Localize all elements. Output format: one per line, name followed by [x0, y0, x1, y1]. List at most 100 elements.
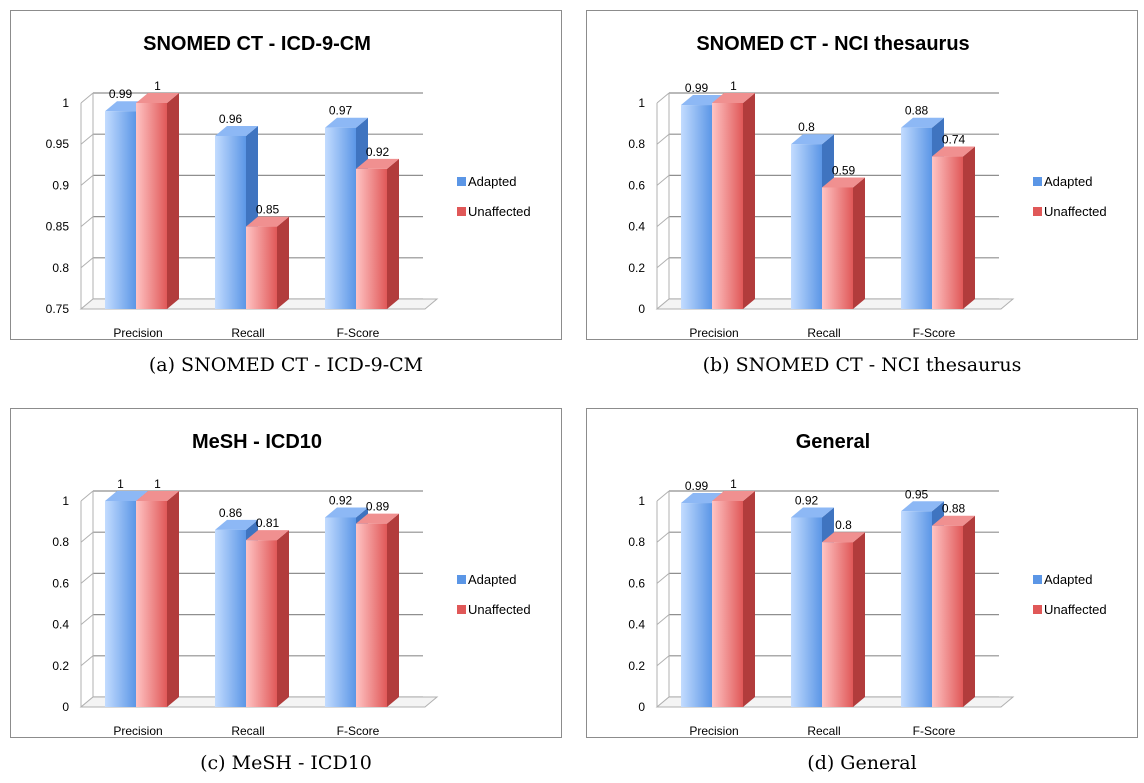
bar-side — [853, 532, 865, 707]
y-tick-label: 0.2 — [628, 659, 645, 673]
bar-front — [136, 501, 167, 707]
bar-side — [743, 93, 755, 309]
bars — [681, 491, 975, 707]
chart-title: MeSH - ICD10 — [192, 431, 322, 453]
legend: Adapted Unaffected — [457, 572, 531, 617]
gridline-connector — [656, 92, 670, 104]
chart-title: SNOMED CT - NCI thesaurus — [696, 33, 969, 55]
bar-front — [325, 127, 356, 309]
panel-d: General 0 0.2 0.4 0.6 0.8 1 0.99 1 Precision 0.92 0… — [586, 408, 1138, 774]
legend-label: Adapted — [468, 572, 516, 587]
data-label: 0.99 — [109, 87, 133, 101]
bar-top — [356, 513, 399, 524]
gridline-connector — [80, 216, 94, 227]
bar-front — [712, 501, 743, 707]
x-category-label: F-Score — [337, 724, 380, 738]
gridline-connector — [656, 133, 670, 145]
legend-label: Unaffected — [1044, 204, 1107, 219]
bar-front — [215, 529, 246, 707]
bar-top — [932, 146, 975, 157]
legend-label: Adapted — [1044, 174, 1092, 189]
legend: Adapted Unaffected — [457, 174, 531, 219]
bar-top — [325, 117, 368, 128]
legend-swatch — [1033, 177, 1042, 186]
bar-top — [105, 491, 148, 501]
bar-chart: General 0 0.2 0.4 0.6 0.8 1 0.99 1 Precision 0.92 0… — [628, 431, 1106, 738]
gridline-connector — [656, 490, 670, 502]
data-label: 0.99 — [685, 81, 709, 95]
x-category-label: Recall — [231, 326, 264, 340]
data-label: 1 — [154, 477, 161, 491]
data-label: 1 — [730, 477, 737, 491]
bar-top — [901, 117, 944, 128]
bar-chart: SNOMED CT - NCI thesaurus 0 0.2 0.4 0.6 0.8 1 0… — [628, 33, 1107, 340]
data-label: 0.88 — [942, 502, 966, 516]
bar-unaffected — [712, 491, 755, 707]
bar-front — [105, 501, 136, 707]
y-tick-label: 0.4 — [628, 220, 645, 234]
bar-front — [822, 542, 853, 707]
data-label: 1 — [117, 477, 124, 491]
legend-swatch — [1033, 575, 1042, 584]
gridline-connector — [80, 92, 94, 104]
y-tick-label: 1 — [638, 96, 645, 110]
bar-front — [822, 187, 853, 309]
bar-top — [822, 532, 865, 543]
y-tick-label: 0 — [638, 302, 645, 316]
bar-front — [791, 517, 822, 707]
data-label: 1 — [154, 79, 161, 93]
bar-side — [167, 93, 179, 309]
bar-front — [246, 540, 277, 707]
bar-top — [215, 125, 258, 136]
bar-side — [167, 491, 179, 707]
y-tick-label: 1 — [62, 494, 69, 508]
bar-front — [791, 144, 822, 309]
x-category-label: F-Score — [913, 724, 956, 738]
y-tick-label: 0.8 — [52, 261, 69, 275]
legend-swatch — [457, 207, 466, 216]
bar-top — [215, 519, 258, 530]
bar-side — [277, 216, 289, 309]
y-tick-label: 0.6 — [628, 576, 645, 590]
figure-caption: (d) General — [807, 752, 917, 774]
gridline-connector — [656, 614, 670, 625]
gridline-connector — [80, 490, 94, 502]
bar-top — [136, 491, 179, 501]
gridline-connector — [656, 175, 670, 186]
bar-side — [963, 515, 975, 707]
y-tick-label: 0.8 — [52, 535, 69, 549]
legend-swatch — [457, 177, 466, 186]
bar-top — [356, 158, 399, 169]
bar-side — [387, 158, 399, 309]
y-tick-label: 0.8 — [628, 137, 645, 151]
bar-front — [356, 168, 387, 309]
chart-title: General — [796, 431, 870, 453]
chart-frame: SNOMED CT - ICD-9-CM 0.75 0.8 0.85 0.9 0.95 1 0… — [10, 10, 562, 340]
panel-a: SNOMED CT - ICD-9-CM 0.75 0.8 0.85 0.9 0.95 1 0… — [10, 10, 562, 376]
y-tick-label: 0.6 — [628, 178, 645, 192]
bar-top — [932, 515, 975, 526]
y-tick-label: 0.2 — [628, 261, 645, 275]
bar-unaffected — [822, 177, 865, 309]
x-category-label: Recall — [231, 724, 264, 738]
x-category-label: Recall — [807, 326, 840, 340]
bar-chart: SNOMED CT - ICD-9-CM 0.75 0.8 0.85 0.9 0.95 1 0… — [46, 33, 531, 340]
y-tick-label: 0.6 — [52, 576, 69, 590]
bar-unaffected — [246, 530, 289, 707]
gridline-connector — [80, 614, 94, 625]
bars — [105, 491, 399, 707]
x-category-label: Precision — [113, 326, 162, 340]
bar-top — [822, 177, 865, 188]
bar-front — [901, 127, 932, 309]
gridline-connector — [656, 216, 670, 227]
legend-label: Adapted — [1044, 572, 1092, 587]
data-label: 0.88 — [905, 104, 929, 118]
bar-top — [136, 93, 179, 103]
y-tick-label: 0.95 — [46, 137, 70, 151]
gridline-connector — [656, 531, 670, 543]
y-tick-label: 0.2 — [52, 659, 69, 673]
y-tick-label: 1 — [638, 494, 645, 508]
x-category-label: F-Score — [337, 326, 380, 340]
figure-caption: (a) SNOMED CT - ICD-9-CM — [148, 354, 424, 376]
legend-label: Adapted — [468, 174, 516, 189]
